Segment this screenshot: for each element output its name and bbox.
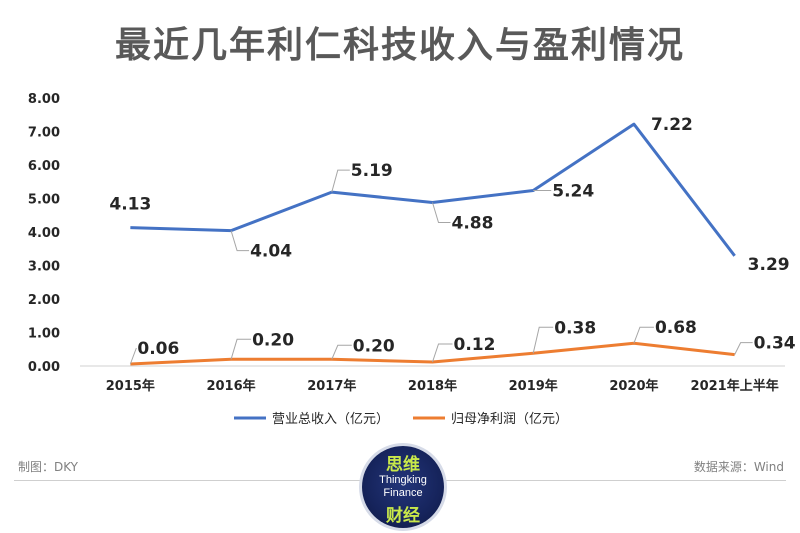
label-leader (230, 338, 252, 360)
x-axis: 2015年 2016年 2017年 2018年 2019年 2020年 2021年上半年 (80, 365, 785, 394)
data-label: 4.04 (250, 242, 292, 262)
legend: 营业总收入（亿元） 归母净利润（亿元） (234, 412, 568, 427)
data-labels: 4.13 4.04 5.19 4.88 5.24 7.22 3.29 0.06 0.20 0.20… (109, 115, 796, 365)
data-label: 7.22 (651, 115, 693, 135)
label-leader (230, 230, 250, 252)
data-label: 0.34 (754, 334, 796, 354)
data-label: 3.29 (748, 255, 790, 275)
data-label: 4.13 (109, 195, 151, 215)
y-tick-label: 4.00 (28, 226, 60, 241)
x-tick-label: 2017年 (307, 378, 356, 394)
data-label: 0.38 (554, 318, 596, 338)
y-tick-label: 3.00 (28, 260, 60, 275)
x-tick-label: 2015年 (106, 378, 155, 394)
data-label: 5.24 (552, 181, 594, 201)
legend-label: 归母净利润（亿元） (451, 412, 568, 427)
series-line-1 (130, 122, 736, 257)
y-axis: 0.00 1.00 2.00 3.00 4.00 5.00 6.00 7.00 8.00 (28, 92, 60, 375)
x-tick-label: 2016年 (206, 378, 255, 394)
y-tick-label: 1.00 (28, 327, 60, 342)
brand-logo: 思维 Thingking Finance 财经 (362, 446, 444, 528)
data-label: 5.19 (351, 161, 393, 181)
y-tick-label: 7.00 (28, 126, 60, 141)
x-tick-label: 2019年 (509, 378, 558, 394)
x-tick-label: 2020年 (609, 378, 658, 394)
logo-text-bottom: 财经 (386, 506, 420, 526)
data-label: 0.20 (353, 336, 395, 356)
logo-text-en1: Thingking (379, 474, 427, 486)
series-lines (130, 122, 736, 366)
data-label: 0.68 (655, 318, 697, 338)
label-leader (331, 344, 352, 360)
logo-text-top: 思维 (386, 455, 420, 475)
label-leader (532, 326, 554, 354)
label-leader (129, 347, 137, 365)
label-leader (432, 343, 453, 363)
y-tick-label: 6.00 (28, 159, 60, 174)
y-tick-label: 2.00 (28, 293, 60, 308)
label-leader (331, 169, 350, 193)
y-tick-label: 0.00 (28, 360, 60, 375)
label-leader (432, 202, 451, 224)
label-leader (633, 326, 654, 344)
data-label: 4.88 (452, 214, 494, 234)
y-tick-label: 8.00 (28, 92, 60, 107)
legend-label: 营业总收入（亿元） (272, 412, 389, 427)
y-tick-label: 5.00 (28, 193, 60, 208)
data-label: 0.06 (137, 339, 179, 359)
chart-title: 最近几年利仁科技收入与盈利情况 (114, 25, 685, 66)
data-label: 0.20 (252, 330, 294, 350)
logo-text-en2: Finance (383, 487, 423, 499)
x-tick-label: 2018年 (408, 378, 457, 394)
chart-credit: 制图：DKY (18, 460, 79, 474)
data-label: 0.12 (454, 335, 496, 355)
label-leader (734, 342, 753, 355)
x-tick-label: 2021年上半年 (691, 378, 779, 394)
data-source: 数据来源：Wind (693, 460, 784, 474)
